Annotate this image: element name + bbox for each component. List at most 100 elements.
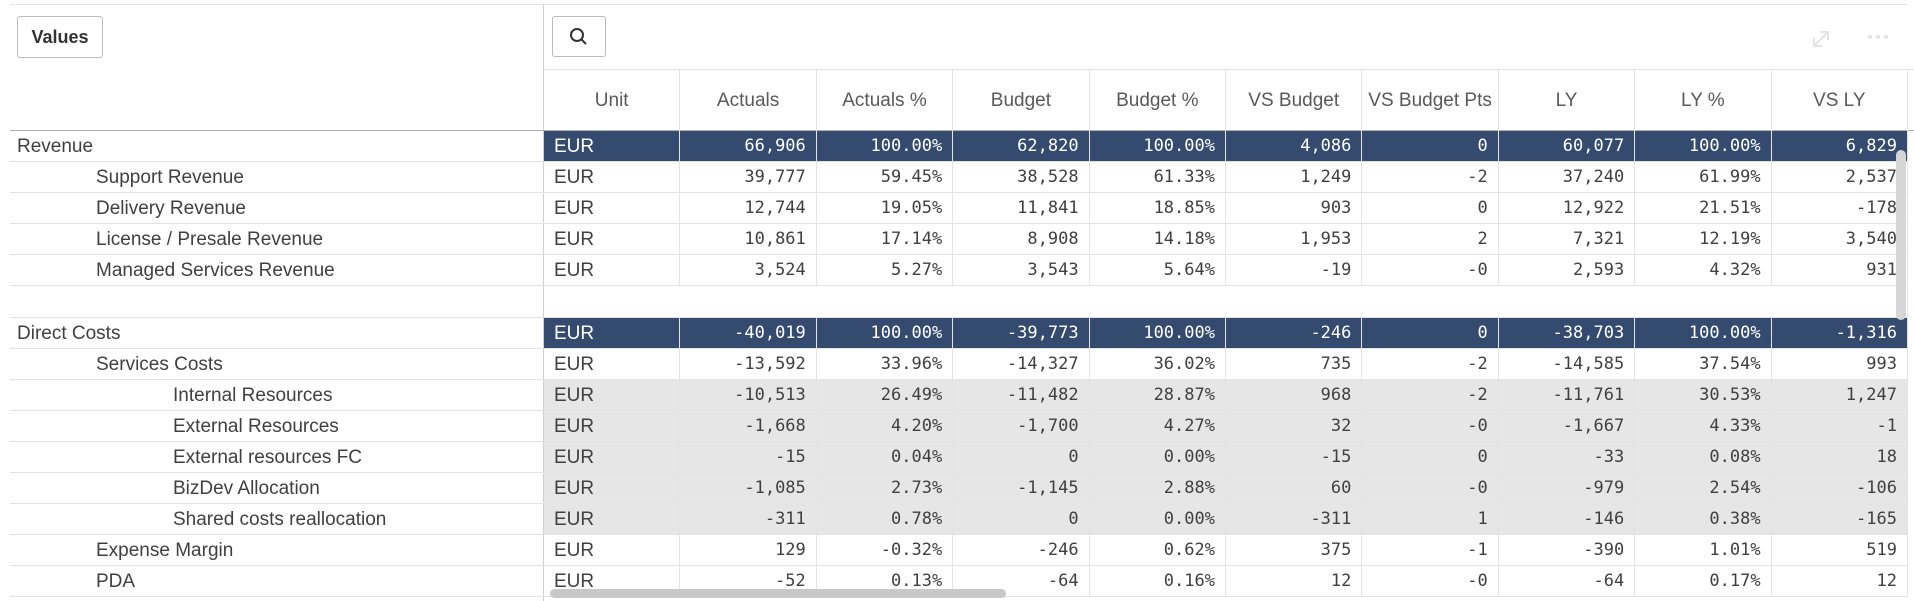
value-cell: 0.00% bbox=[1089, 504, 1226, 536]
value-cell: 61.99% bbox=[1635, 162, 1772, 194]
value-cell: 100.00% bbox=[1089, 317, 1226, 349]
corner-icons bbox=[1813, 31, 1888, 47]
value-cell: 100.00% bbox=[1635, 131, 1772, 162]
value-cell: 19.05% bbox=[816, 193, 954, 225]
value-cell: 100.00% bbox=[816, 317, 954, 349]
column-header: Unit bbox=[544, 70, 681, 131]
unit-cell: EUR bbox=[544, 410, 681, 442]
unit-cell: EUR bbox=[544, 224, 681, 256]
value-cell: -15 bbox=[1226, 442, 1363, 473]
value-cell: 12 bbox=[1226, 566, 1363, 598]
value-cell: 0.38% bbox=[1635, 504, 1772, 536]
value-cell: -11,482 bbox=[953, 379, 1090, 411]
value-cell: -2 bbox=[1362, 162, 1499, 194]
value-cell: -1,085 bbox=[680, 473, 817, 505]
unit-cell: EUR bbox=[544, 193, 681, 225]
value-cell: 30.53% bbox=[1635, 379, 1772, 411]
value-cell: 12.19% bbox=[1635, 224, 1772, 256]
column-header: LY % bbox=[1635, 70, 1772, 131]
value-cell: -1 bbox=[1362, 535, 1499, 567]
value-cell: 38,528 bbox=[953, 162, 1090, 194]
value-cell: -0 bbox=[1362, 255, 1499, 287]
value-cell: 12 bbox=[1771, 566, 1908, 598]
row-label: Delivery Revenue bbox=[10, 193, 544, 225]
value-cell: 62,820 bbox=[953, 131, 1090, 162]
value-cell: 1,249 bbox=[1226, 162, 1363, 194]
dimension-button[interactable]: Values bbox=[17, 16, 103, 58]
value-cell: -64 bbox=[1498, 566, 1636, 598]
header-bottom-line bbox=[10, 130, 1914, 131]
value-cell: 8,908 bbox=[953, 224, 1090, 256]
value-cell: 37,240 bbox=[1498, 162, 1636, 194]
pane-divider bbox=[543, 4, 544, 601]
value-cell: 968 bbox=[1226, 379, 1363, 411]
value-cell: -19 bbox=[1226, 255, 1363, 287]
value-cell: 0.17% bbox=[1635, 566, 1772, 598]
column-header: Actuals % bbox=[817, 70, 954, 131]
unit-cell: EUR bbox=[544, 473, 681, 505]
row-label: Direct Costs bbox=[10, 318, 544, 349]
row-label: Expense Margin bbox=[10, 535, 544, 567]
value-cell: 11,841 bbox=[953, 193, 1090, 225]
value-cell: 2,593 bbox=[1498, 255, 1636, 287]
unit-cell: EUR bbox=[544, 131, 681, 162]
value-cell: -15 bbox=[680, 442, 817, 473]
value-cell: -14,327 bbox=[953, 348, 1090, 380]
column-header: VS Budget Pts bbox=[1362, 70, 1499, 131]
row-label: Internal Resources bbox=[10, 380, 544, 411]
value-cell: 0.78% bbox=[816, 504, 954, 536]
value-cell: -40,019 bbox=[680, 317, 817, 349]
value-cell: -311 bbox=[1226, 504, 1363, 536]
row-label: BizDev Allocation bbox=[10, 473, 544, 505]
value-cell: -311 bbox=[680, 504, 817, 536]
value-cell: -33 bbox=[1498, 442, 1636, 473]
unit-cell: EUR bbox=[544, 162, 681, 194]
value-cell: 3,540 bbox=[1771, 224, 1908, 256]
value-cell: 1,247 bbox=[1771, 379, 1908, 411]
unit-cell: EUR bbox=[544, 255, 681, 287]
value-cell: -1,667 bbox=[1498, 410, 1636, 442]
value-cell: 1,953 bbox=[1226, 224, 1363, 256]
value-cell: 33.96% bbox=[816, 348, 954, 380]
value-cell: 0 bbox=[953, 504, 1090, 536]
value-cell: 0 bbox=[1362, 131, 1499, 162]
value-cell: 4.20% bbox=[816, 410, 954, 442]
value-cell: -0 bbox=[1362, 410, 1499, 442]
spacer-row bbox=[10, 287, 544, 318]
value-cell: 39,777 bbox=[680, 162, 817, 194]
value-cell: 5.27% bbox=[816, 255, 954, 287]
value-cell: -165 bbox=[1771, 504, 1908, 536]
value-cell: 60,077 bbox=[1498, 131, 1636, 162]
value-cell: 0.00% bbox=[1089, 442, 1226, 473]
value-cell: -390 bbox=[1498, 535, 1636, 567]
value-cell: -2 bbox=[1362, 379, 1499, 411]
value-cell: 18.85% bbox=[1089, 193, 1226, 225]
value-cell: 66,906 bbox=[680, 131, 817, 162]
row-label: PDA bbox=[10, 566, 544, 598]
value-cell: 3,543 bbox=[953, 255, 1090, 287]
value-cell: 0 bbox=[1362, 317, 1499, 349]
value-cell: 0.16% bbox=[1089, 566, 1226, 598]
vertical-scrollbar[interactable] bbox=[1896, 150, 1906, 320]
row-label: Managed Services Revenue bbox=[10, 255, 544, 287]
top-border bbox=[10, 4, 1907, 5]
value-cell: 32 bbox=[1226, 410, 1363, 442]
value-cell: 4.32% bbox=[1635, 255, 1772, 287]
value-cell: 735 bbox=[1226, 348, 1363, 380]
column-header: VS LY bbox=[1772, 70, 1908, 131]
value-cell: 2.73% bbox=[816, 473, 954, 505]
horizontal-scrollbar[interactable] bbox=[550, 589, 1006, 598]
value-cell: -39,773 bbox=[953, 317, 1090, 349]
search-button[interactable] bbox=[552, 16, 606, 57]
row-label: Services Costs bbox=[10, 349, 544, 380]
value-cell: -1,316 bbox=[1771, 317, 1908, 349]
row-label: Support Revenue bbox=[10, 162, 544, 194]
value-cell: 0.08% bbox=[1635, 442, 1772, 473]
row-label: License / Presale Revenue bbox=[10, 224, 544, 256]
value-cell: 5.64% bbox=[1089, 255, 1226, 287]
value-cell: -979 bbox=[1498, 473, 1636, 505]
value-cell: -0 bbox=[1362, 566, 1499, 598]
value-cell: -1,668 bbox=[680, 410, 817, 442]
value-cell: 21.51% bbox=[1635, 193, 1772, 225]
